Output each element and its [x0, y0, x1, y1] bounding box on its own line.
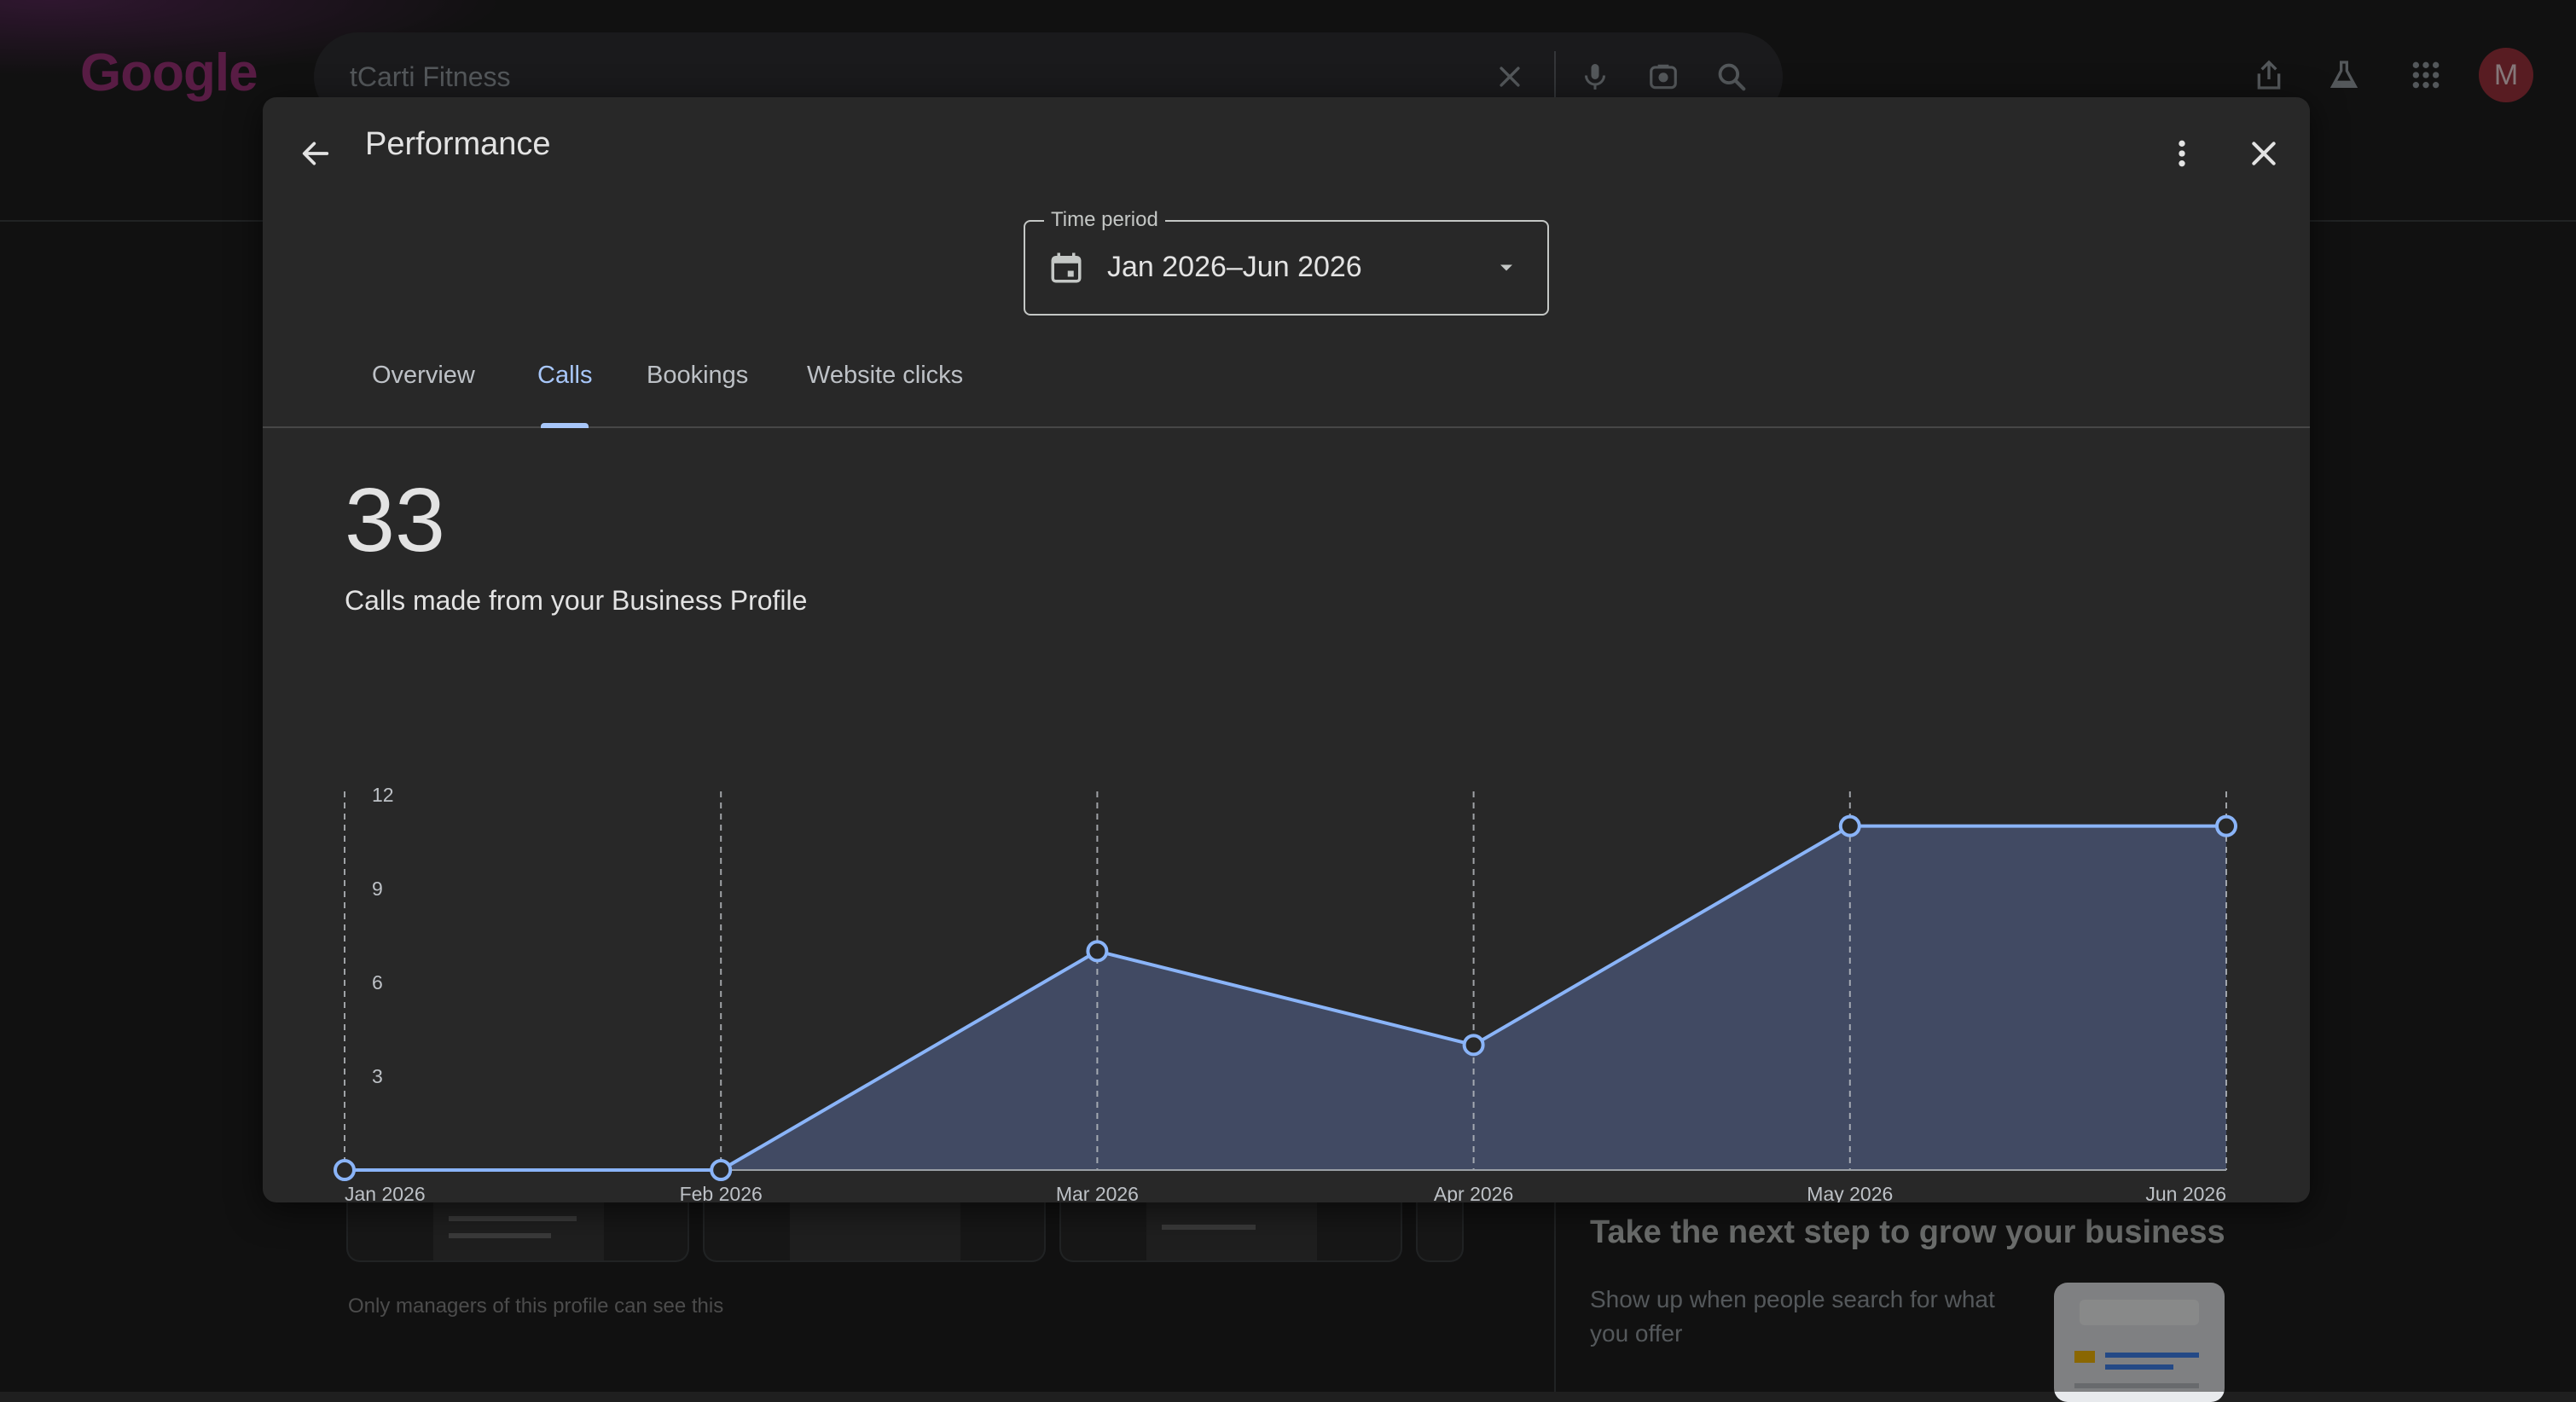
- search-divider: [1554, 51, 1556, 102]
- grow-business-title: Take the next step to grow your business: [1590, 1214, 2225, 1250]
- labs-icon[interactable]: [2322, 53, 2366, 97]
- thumbnail-line: [449, 1216, 577, 1221]
- thumbnail-card[interactable]: [703, 1194, 1046, 1262]
- clear-icon[interactable]: [1488, 55, 1532, 99]
- tab-label: Calls: [537, 362, 593, 389]
- data-point: [1838, 814, 1861, 837]
- data-point: [2215, 814, 2237, 837]
- arrow-back-icon: [302, 142, 329, 165]
- thumbnail-preview: [433, 1194, 604, 1260]
- calendar-icon: [1046, 247, 1087, 288]
- data-point: [710, 1159, 733, 1181]
- time-period-select[interactable]: Time period Jan 2026–Jun 2026: [1024, 208, 1549, 316]
- dialog-title: Performance: [365, 126, 551, 162]
- close-button[interactable]: [2233, 123, 2295, 184]
- grow-business-description: Show up when people search for what you …: [1590, 1286, 1995, 1347]
- managers-note: Only managers of this profile can see th…: [348, 1295, 724, 1318]
- y-tick-label: 12: [372, 784, 394, 806]
- search-icon[interactable]: [1709, 55, 1754, 99]
- time-period-label: Time period: [1044, 208, 1165, 232]
- performance-tabs: Overview Calls Bookings Website clicks: [263, 345, 2310, 428]
- calls-chart-svg: 3 6 9 12 Jan 2026 Feb 2026 Mar 2026 Apr 2026 May…: [334, 784, 2237, 1202]
- x-tick-label: Jan 2026: [345, 1183, 426, 1202]
- close-icon: [2252, 142, 2276, 165]
- mic-icon[interactable]: [1573, 55, 1617, 99]
- tab-bookings[interactable]: Bookings: [647, 345, 748, 426]
- lens-icon[interactable]: [1641, 55, 1685, 99]
- x-tick-label: Jun 2026: [2145, 1183, 2226, 1202]
- x-tick-label: May 2026: [1807, 1183, 1893, 1202]
- thumbnail-card[interactable]: [1416, 1194, 1464, 1262]
- google-logo[interactable]: Google: [80, 43, 258, 102]
- tab-label: Overview: [372, 362, 475, 389]
- thumbnail-preview: [790, 1194, 960, 1260]
- y-tick-label: 3: [372, 1065, 383, 1087]
- column-divider: [1554, 1202, 1556, 1392]
- thumbnail-strip: [346, 1194, 1464, 1262]
- x-tick-label: Mar 2026: [1056, 1183, 1139, 1202]
- more-options-button[interactable]: [2151, 123, 2213, 184]
- data-point: [334, 1159, 356, 1181]
- tab-calls[interactable]: Calls: [537, 345, 593, 428]
- search-input[interactable]: tCarti Fitness: [350, 61, 511, 92]
- time-period-value: Jan 2026–Jun 2026: [1107, 251, 1362, 283]
- series-line: [345, 824, 2226, 1172]
- x-tick-label: Apr 2026: [1434, 1183, 1513, 1202]
- data-point: [1462, 1034, 1485, 1057]
- performance-dialog: Performance Time period Jan 2026–Jun 202…: [263, 97, 2310, 1202]
- thumbnail-card[interactable]: [1059, 1194, 1402, 1262]
- data-point: [1086, 940, 1109, 963]
- thumbnail-line: [449, 1233, 551, 1238]
- apps-icon[interactable]: [2404, 53, 2448, 97]
- calls-chart: 3 6 9 12 Jan 2026 Feb 2026 Mar 2026 Apr 2026 May…: [263, 677, 2310, 1202]
- x-tick-label: Feb 2026: [680, 1183, 763, 1202]
- thumbnail-card[interactable]: [346, 1194, 689, 1262]
- tab-overview[interactable]: Overview: [372, 345, 475, 426]
- metric-value: 33: [345, 470, 445, 571]
- avatar[interactable]: M: [2479, 48, 2533, 102]
- y-tick-label: 6: [372, 971, 383, 994]
- y-tick-label: 9: [372, 878, 383, 900]
- tab-website-clicks[interactable]: Website clicks: [807, 345, 963, 426]
- dropdown-arrow-icon: [1493, 254, 1520, 281]
- share-icon[interactable]: [2247, 53, 2291, 97]
- more-vert-icon: [2179, 140, 2185, 167]
- tab-label: Website clicks: [807, 362, 964, 389]
- thumbnail-line: [1162, 1225, 1256, 1230]
- tab-label: Bookings: [647, 362, 749, 389]
- promo-illustration: [2054, 1283, 2225, 1402]
- active-tab-indicator: [541, 423, 589, 428]
- back-button[interactable]: [285, 123, 346, 184]
- metric-description: Calls made from your Business Profile: [345, 585, 808, 616]
